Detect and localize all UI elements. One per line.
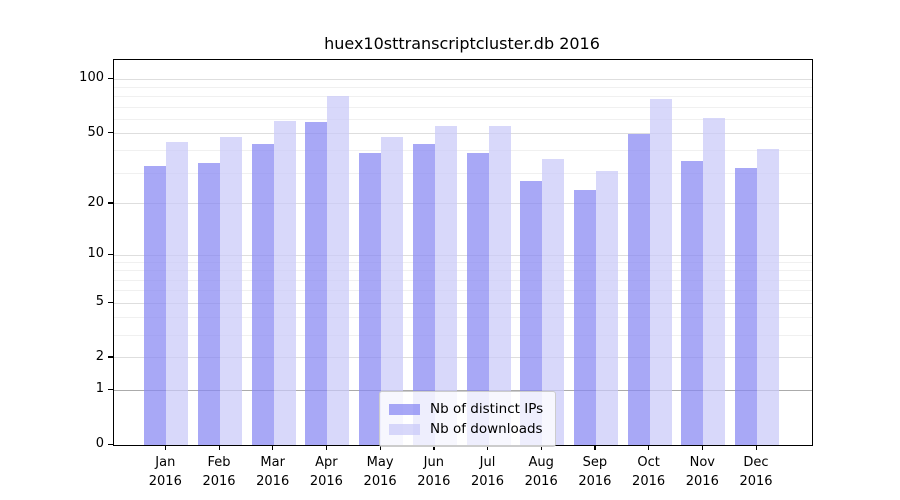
x-tick-label-feb: Feb 2016 [202,455,236,489]
x-tick-mark-oct [648,445,650,451]
x-tick-mark-jun [433,445,435,451]
gridline-y-10 [114,254,812,256]
x-tick-label-apr: Apr 2016 [309,455,343,489]
x-tick-label-dec: Dec 2016 [739,455,773,489]
gridline-y-100 [114,78,812,80]
bar-distinct-ips-jun [412,143,435,445]
x-tick-mark-feb [218,445,220,451]
chart-title: huex10sttranscriptcluster.db 2016 [324,34,600,53]
bar-downloads-aug [542,159,565,445]
gridline-y-2 [114,357,812,359]
bar-downloads-dec [757,149,779,445]
gridline-y-1 [114,389,812,391]
bar-distinct-ips-apr [305,122,328,445]
gridline-y-60 [114,118,812,120]
y-tick-label-10: 10 [87,246,104,262]
x-tick-mark-apr [325,445,328,451]
x-tick-label-mar: Mar 2016 [256,455,290,489]
y-tick-mark-0 [108,443,113,445]
gridline-y-8 [114,270,812,272]
legend-swatch-downloads [389,423,420,435]
bar-distinct-ips-mar [251,143,274,445]
bar-distinct-ips-oct [627,133,650,445]
plot-area: Nb of distinct IPs Nb of downloads [113,59,813,447]
gridline-y-40 [114,150,812,152]
bar-downloads-jan [166,141,189,445]
bar-downloads-sep [595,170,618,445]
bar-downloads-jun [434,126,457,445]
x-tick-label-jul: Jul 2016 [470,455,505,489]
bar-distinct-ips-aug [520,181,543,445]
y-tick-label-1: 1 [95,381,104,397]
x-tick-label-oct: Oct 2016 [632,455,666,489]
gridline-y-3 [114,334,812,336]
y-tick-label-50: 50 [87,124,104,140]
bar-distinct-ips-sep [573,190,596,445]
gridline-y-20 [114,203,812,205]
bar-downloads-apr [327,96,350,445]
x-tick-mark-dec [755,445,757,451]
gridline-y-50 [114,133,812,135]
y-tick-mark-100 [108,77,113,80]
bar-distinct-ips-dec [735,168,757,445]
y-tick-label-0: 0 [95,436,104,451]
gridline-y-30 [114,172,812,174]
y-tick-label-5: 5 [95,294,104,310]
gridline-y-6 [114,290,812,292]
bar-downloads-jul [488,126,511,445]
y-tick-label-2: 2 [95,348,104,364]
y-tick-mark-2 [108,356,113,358]
x-tick-label-nov: Nov 2016 [685,455,719,489]
bar-distinct-ips-jan [144,165,167,445]
x-tick-label-aug: Aug 2016 [524,455,558,489]
gridline-y-70 [114,106,812,108]
bar-downloads-nov [703,118,726,445]
y-tick-mark-10 [108,253,113,255]
legend-label-ips: Nb of distinct IPs [430,401,544,417]
legend-swatch-ips [389,403,420,415]
bar-downloads-feb [220,136,242,445]
y-tick-mark-1 [108,388,113,390]
bar-downloads-mar [273,120,296,445]
x-tick-mark-jul [487,445,489,451]
y-tick-label-100: 100 [79,70,104,86]
gridline-y-7 [114,279,812,281]
x-tick-mark-mar [272,445,274,451]
x-tick-label-jan: Jan 2016 [148,455,182,489]
x-tick-mark-nov [701,445,704,451]
legend: Nb of distinct IPs Nb of downloads [379,391,557,447]
gridline-y-9 [114,262,812,264]
x-tick-mark-aug [540,445,542,451]
bar-downloads-may [381,136,404,445]
bar-distinct-ips-may [359,152,382,445]
gridline-y-80 [114,96,812,98]
gridline-y-4 [114,317,812,319]
legend-item-distinct-ips: Nb of distinct IPs [389,399,543,419]
x-tick-mark-jan [164,445,167,451]
y-tick-mark-20 [108,202,113,204]
y-tick-label-20: 20 [87,194,104,210]
gridline-y-90 [114,87,812,89]
x-tick-label-sep: Sep 2016 [578,455,612,489]
x-tick-label-jun: Jun 2016 [417,455,451,489]
bar-distinct-ips-jul [466,152,489,445]
bar-downloads-oct [649,98,672,445]
y-tick-mark-50 [108,132,113,134]
legend-item-downloads: Nb of downloads [389,419,543,439]
y-tick-mark-5 [108,301,113,303]
x-tick-mark-sep [594,445,596,451]
gridline-y-5 [114,302,812,304]
bar-distinct-ips-feb [198,163,220,445]
bar-distinct-ips-nov [681,161,704,445]
x-tick-label-may: May 2016 [363,455,397,489]
legend-label-downloads: Nb of downloads [430,421,543,437]
x-tick-mark-may [379,445,381,451]
